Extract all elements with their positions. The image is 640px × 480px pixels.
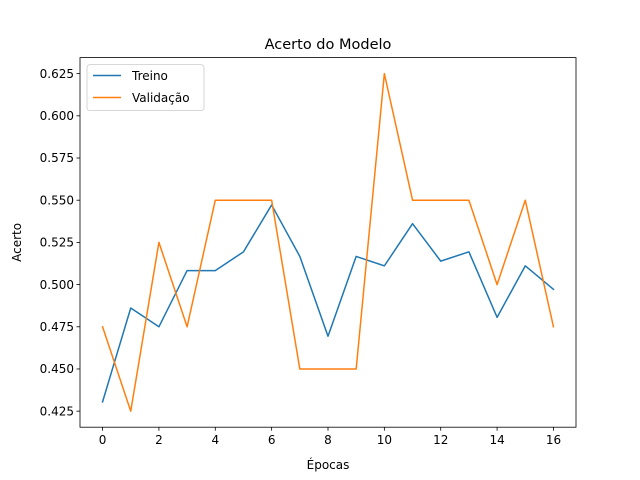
x-tick-label: 2 bbox=[155, 433, 163, 447]
y-tick-label: 0.475 bbox=[40, 320, 74, 334]
chart-title: Acerto do Modelo bbox=[265, 37, 392, 53]
x-tick-label: 14 bbox=[489, 433, 504, 447]
y-tick-label: 0.550 bbox=[40, 193, 74, 207]
y-tick-label: 0.425 bbox=[40, 404, 74, 418]
series-layer bbox=[101, 72, 555, 412]
y-tick-label: 0.600 bbox=[40, 109, 74, 123]
legend-label-1: Validação bbox=[132, 91, 190, 105]
y-tick-label: 0.525 bbox=[40, 236, 74, 250]
x-tick-label: 8 bbox=[324, 433, 332, 447]
legend-label-0: Treino bbox=[131, 69, 168, 83]
x-tick-label: 12 bbox=[433, 433, 448, 447]
y-tick-label: 0.575 bbox=[40, 151, 74, 165]
series-line-1 bbox=[101, 72, 555, 412]
y-tick-label: 0.450 bbox=[40, 362, 74, 376]
y-axis: 0.425 0.450 0.475 0.500 0.525 0.550 0.575 0.600… bbox=[40, 67, 80, 418]
x-tick-label: 4 bbox=[211, 433, 219, 447]
x-axis-title: Épocas bbox=[307, 457, 350, 472]
x-axis: 0 2 4 6 8 10 12 14 16 bbox=[99, 427, 561, 447]
series-line-0 bbox=[101, 204, 555, 403]
x-tick-label: 16 bbox=[546, 433, 561, 447]
x-tick-label: 10 bbox=[377, 433, 392, 447]
y-axis-title: Acerto bbox=[10, 223, 24, 262]
legend: Treino Validação bbox=[86, 64, 205, 111]
x-tick-label: 0 bbox=[99, 433, 107, 447]
y-tick-label: 0.500 bbox=[40, 278, 74, 292]
x-tick-label: 6 bbox=[268, 433, 276, 447]
y-tick-label: 0.625 bbox=[40, 67, 74, 81]
